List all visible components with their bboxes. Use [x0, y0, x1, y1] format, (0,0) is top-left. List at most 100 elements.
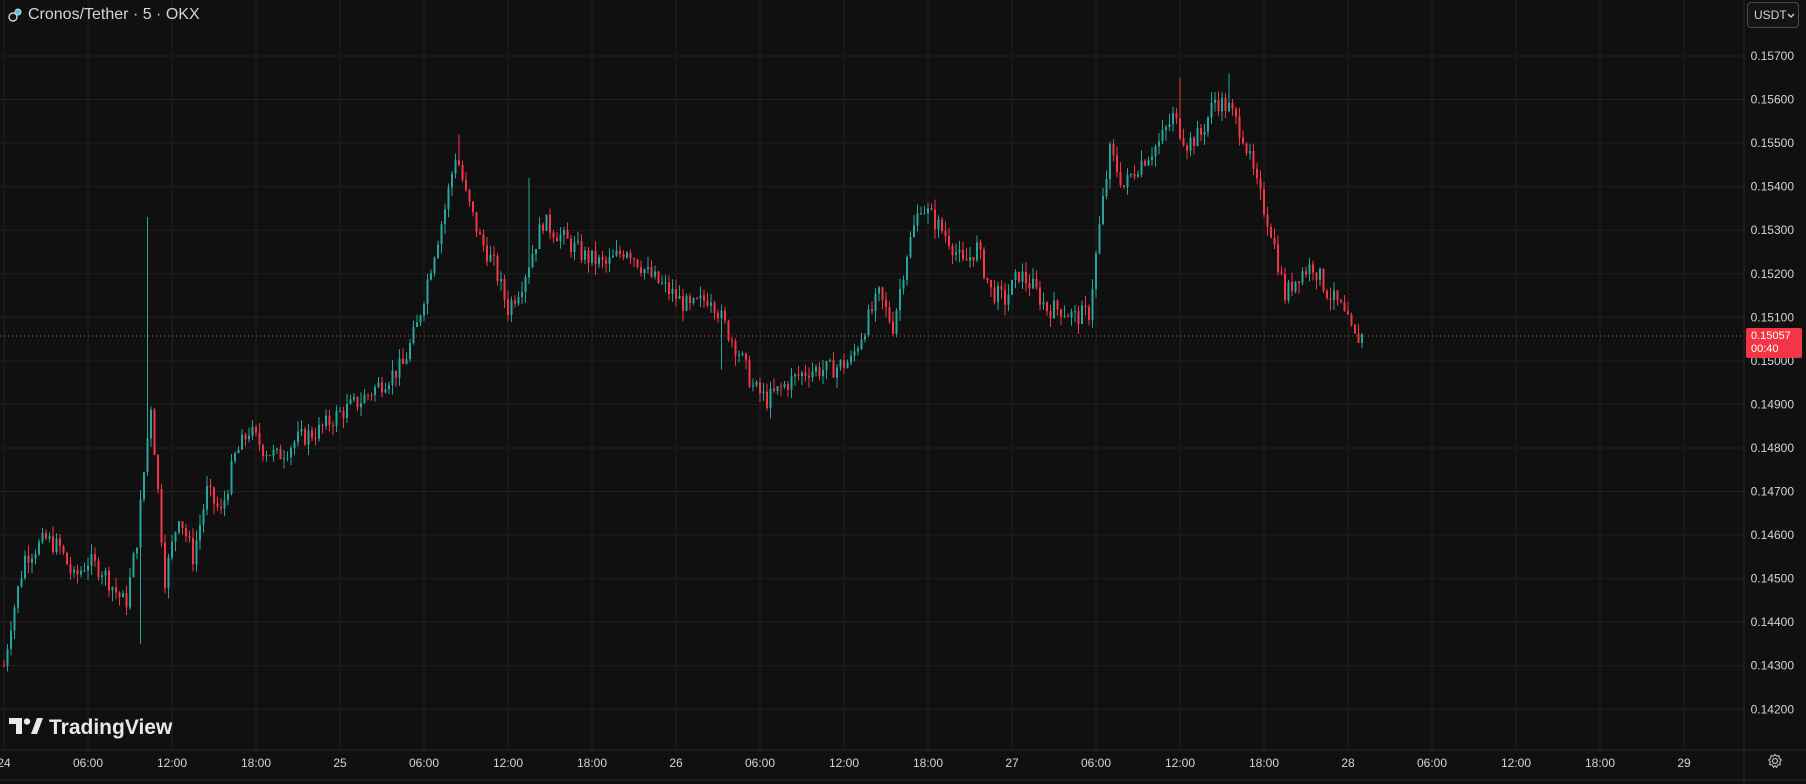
- candle-body: [706, 300, 709, 306]
- candle-body: [1049, 311, 1052, 319]
- candle-body: [657, 271, 660, 283]
- tradingview-logo[interactable]: TradingView: [9, 716, 172, 740]
- candle-body: [1357, 333, 1360, 343]
- candle-body: [1014, 271, 1017, 280]
- candle-body: [311, 430, 313, 438]
- candle-body: [857, 348, 859, 352]
- candle-body: [1322, 268, 1325, 291]
- candle-body: [458, 160, 460, 166]
- time-tick-label: 27: [1005, 756, 1019, 770]
- price-tick-label: 0.15200: [1751, 267, 1795, 281]
- candle-body: [230, 461, 233, 494]
- candle-body: [454, 160, 457, 174]
- candle-body: [671, 289, 674, 295]
- candle-body: [1000, 286, 1003, 290]
- candle-body: [738, 354, 740, 356]
- candle-body: [10, 630, 12, 649]
- candle-body: [811, 371, 814, 378]
- candle-body: [426, 279, 429, 305]
- currency-select[interactable]: USDT: [1747, 2, 1799, 28]
- candle-body: [48, 536, 51, 539]
- candle-body: [1252, 151, 1255, 169]
- candle-body: [468, 189, 471, 202]
- candle-body: [899, 288, 901, 311]
- candle-body: [622, 254, 625, 258]
- time-tick-label: 18:00: [241, 756, 271, 770]
- candle-body: [510, 300, 513, 316]
- candle-body: [185, 528, 187, 537]
- candle-body: [573, 242, 576, 252]
- candle-body: [937, 219, 940, 230]
- price-tick-label: 0.15400: [1751, 180, 1795, 194]
- candle-body: [815, 367, 817, 372]
- candle-body: [304, 429, 306, 445]
- candle-body: [727, 320, 730, 340]
- candle-body: [1354, 324, 1356, 334]
- candle-body: [654, 271, 656, 277]
- candle-body: [713, 302, 716, 313]
- candle-body: [1336, 290, 1339, 301]
- chart-settings-button[interactable]: [1765, 753, 1785, 773]
- candle-body: [66, 552, 68, 565]
- candle-body: [444, 209, 446, 225]
- candle-body: [45, 532, 47, 539]
- candle-body: [1046, 302, 1048, 312]
- candle-body: [808, 375, 810, 378]
- candle-body: [881, 287, 884, 300]
- candle-body: [1032, 278, 1034, 289]
- symbol-title[interactable]: Cronos/Tether · 5 · OKX: [8, 4, 200, 26]
- tradingview-logo-icon: [9, 716, 43, 740]
- time-tick-label: 12:00: [1501, 756, 1531, 770]
- candle-body: [1315, 272, 1318, 280]
- time-tick-label: 18:00: [577, 756, 607, 770]
- candle-body: [181, 521, 184, 529]
- time-tick-label: 06:00: [73, 756, 103, 770]
- candle-body: [440, 224, 443, 245]
- candle-body: [353, 396, 355, 400]
- candle-body: [1256, 168, 1258, 179]
- candle-body: [1228, 102, 1230, 112]
- candle-body: [216, 503, 219, 507]
- candle-body: [118, 592, 121, 597]
- candle-body: [1025, 271, 1027, 284]
- candle-body: [24, 555, 26, 579]
- candle-body: [1361, 334, 1363, 343]
- price-tick-label: 0.14200: [1751, 702, 1795, 716]
- candle-body: [115, 587, 117, 593]
- candle-body: [1210, 102, 1213, 118]
- candle-body: [570, 238, 572, 252]
- candle-body: [1112, 143, 1115, 156]
- candle-body: [293, 442, 296, 449]
- candle-body: [192, 537, 194, 565]
- chevron-down-icon: [1787, 8, 1795, 22]
- time-tick-label: 06:00: [1081, 756, 1111, 770]
- price-tick-label: 0.14300: [1751, 659, 1795, 673]
- candle-body: [930, 208, 933, 210]
- candle-body: [1235, 108, 1237, 117]
- candle-body: [360, 403, 362, 408]
- candle-body: [1011, 279, 1013, 295]
- candle-body: [748, 360, 751, 387]
- candle-body: [566, 230, 569, 239]
- candle-body: [27, 555, 30, 563]
- candle-body: [496, 255, 499, 282]
- price-tick-label: 0.15700: [1751, 49, 1795, 63]
- candle-body: [818, 367, 821, 376]
- time-tick-label: 12:00: [157, 756, 187, 770]
- candle-body: [990, 280, 992, 288]
- candle-body: [1231, 102, 1234, 109]
- candle-body: [1130, 174, 1132, 176]
- candle-body: [545, 214, 548, 231]
- candle-body: [171, 541, 173, 558]
- candle-body: [906, 256, 908, 281]
- candle-body: [34, 554, 37, 559]
- candle-body: [1168, 124, 1171, 128]
- candle-body: [531, 254, 534, 268]
- candle-body: [1140, 160, 1143, 175]
- candle-body: [206, 485, 208, 510]
- candle-body: [790, 376, 793, 390]
- candle-body: [909, 236, 912, 257]
- candle-body: [104, 570, 107, 576]
